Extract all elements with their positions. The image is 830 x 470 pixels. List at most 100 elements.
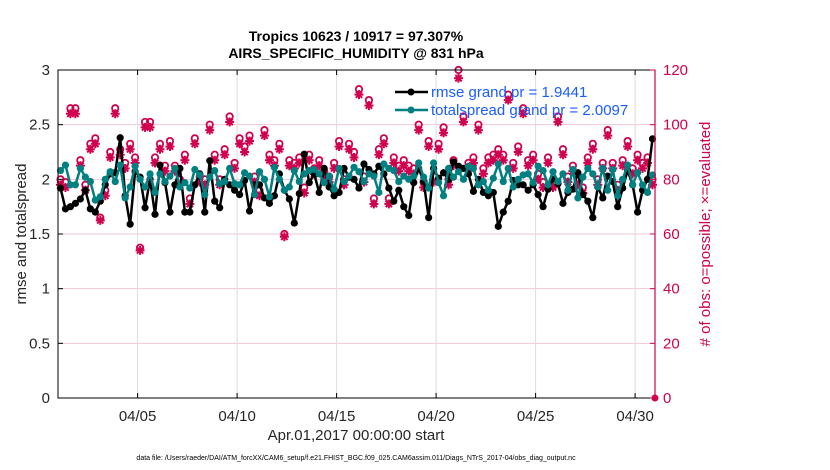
rmse-point xyxy=(206,157,214,165)
totalspread-point xyxy=(514,175,522,183)
rmse-point xyxy=(599,194,607,202)
totalspread-point xyxy=(141,183,149,191)
totalspread-point xyxy=(524,170,532,178)
evaluated-obs-marker xyxy=(180,155,190,165)
evaluated-obs-marker-stroke xyxy=(205,126,214,135)
totalspread-point xyxy=(86,177,94,186)
totalspread-point xyxy=(599,164,607,172)
totalspread-point xyxy=(624,161,632,169)
rmse-point xyxy=(141,204,149,212)
rmse-point xyxy=(648,135,657,143)
totalspread-point xyxy=(166,172,174,180)
evaluated-obs-marker xyxy=(145,122,155,132)
totalspread-point xyxy=(61,161,70,169)
evaluated-obs-marker xyxy=(165,142,175,152)
totalspread-point xyxy=(111,177,119,186)
rmse-point xyxy=(400,203,408,211)
rmse-point xyxy=(355,184,363,192)
rmse-point xyxy=(290,219,298,227)
rmse-point xyxy=(216,204,224,212)
totalspread-point xyxy=(76,164,84,172)
totalspread-point xyxy=(285,183,293,191)
evaluated-obs-marker-stroke xyxy=(544,159,552,167)
totalspread-point xyxy=(196,171,204,179)
totalspread-point xyxy=(574,194,582,202)
rmse-point xyxy=(320,164,328,172)
totalspread-point xyxy=(320,179,328,187)
totalspread-point xyxy=(434,179,443,187)
totalspread-point xyxy=(136,175,144,183)
evaluated-obs-marker-stroke xyxy=(519,109,528,118)
evaluated-obs-marker-stroke xyxy=(414,126,423,135)
rmse-point xyxy=(56,184,65,192)
rmse-point xyxy=(614,203,622,211)
totalspread-point xyxy=(494,160,502,168)
rmse-point xyxy=(494,222,502,230)
evaluated-obs-marker-stroke xyxy=(91,139,100,148)
evaluated-obs-marker xyxy=(513,147,523,157)
evaluated-obs-marker xyxy=(70,109,80,119)
totalspread-point xyxy=(430,159,438,167)
evaluated-obs-marker xyxy=(374,150,384,160)
evaluated-obs-marker xyxy=(618,161,628,171)
y-tick-label: 0.5 xyxy=(29,335,50,352)
rmse-point xyxy=(81,186,89,194)
evaluated-obs-marker xyxy=(623,142,633,152)
evaluated-obs-marker-stroke xyxy=(559,150,567,159)
evaluated-obs-marker-stroke xyxy=(633,156,642,165)
evaluated-obs-marker-stroke xyxy=(180,156,189,165)
totalspread-point xyxy=(469,164,478,172)
evaluated-obs-marker-stroke xyxy=(305,156,314,165)
totalspread-point xyxy=(325,172,333,180)
rmse-point xyxy=(340,164,348,172)
totalspread-point xyxy=(584,164,592,172)
evaluated-obs-marker-stroke xyxy=(106,153,115,162)
evaluated-obs-marker-stroke xyxy=(260,131,269,140)
totalspread-point xyxy=(71,181,80,189)
totalspread-point xyxy=(479,177,487,186)
totalspread-point xyxy=(559,170,567,178)
evaluated-obs-marker-stroke xyxy=(374,150,383,159)
legend-rmse-marker xyxy=(407,88,415,96)
evaluated-obs-marker-stroke xyxy=(365,101,373,110)
totalspread-point xyxy=(146,170,154,178)
y-right-tick-label: 60 xyxy=(663,226,680,243)
evaluated-obs-marker-stroke xyxy=(355,90,363,99)
evaluated-obs-marker-stroke xyxy=(345,145,353,154)
evaluated-obs-marker xyxy=(414,125,424,135)
evaluated-obs-marker-stroke xyxy=(434,145,443,154)
evaluated-obs-marker-stroke xyxy=(424,142,433,151)
totalspread-point xyxy=(549,168,557,176)
rmse-point xyxy=(499,208,507,216)
evaluated-obs-marker-stroke xyxy=(379,139,388,148)
evaluated-obs-marker xyxy=(279,232,289,242)
rmse-point xyxy=(504,197,512,205)
rmse-point xyxy=(126,220,134,228)
totalspread-point xyxy=(186,184,194,192)
evaluated-obs-marker-stroke xyxy=(111,109,120,118)
totalspread-point xyxy=(489,174,497,182)
evaluated-obs-marker xyxy=(294,158,304,168)
evaluated-obs-marker xyxy=(543,158,553,168)
evaluated-obs-marker-stroke xyxy=(588,145,597,154)
totalspread-point xyxy=(638,181,647,189)
totalspread-point xyxy=(544,181,552,189)
legend-totalspread-label: totalspread grand pr = 2.0097 xyxy=(431,102,628,119)
evaluated-obs-marker xyxy=(379,139,389,149)
totalspread-point xyxy=(425,184,433,192)
evaluated-obs-marker-stroke xyxy=(350,153,358,162)
totalspread-point xyxy=(310,165,318,174)
totalspread-point xyxy=(235,181,244,189)
totalspread-point xyxy=(554,177,562,186)
totalspread-point xyxy=(106,168,114,176)
totalspread-point xyxy=(609,165,617,174)
totalspread-point xyxy=(380,160,388,168)
evaluated-obs-marker xyxy=(458,117,468,127)
evaluated-obs-marker-stroke xyxy=(245,137,254,145)
rmse-point xyxy=(235,191,244,199)
rmse-point xyxy=(315,188,323,197)
totalspread-point xyxy=(56,166,65,175)
y-right-tick-label: 0 xyxy=(663,390,671,407)
evaluated-obs-marker-stroke xyxy=(623,142,632,151)
evaluated-obs-marker-stroke xyxy=(554,118,562,126)
